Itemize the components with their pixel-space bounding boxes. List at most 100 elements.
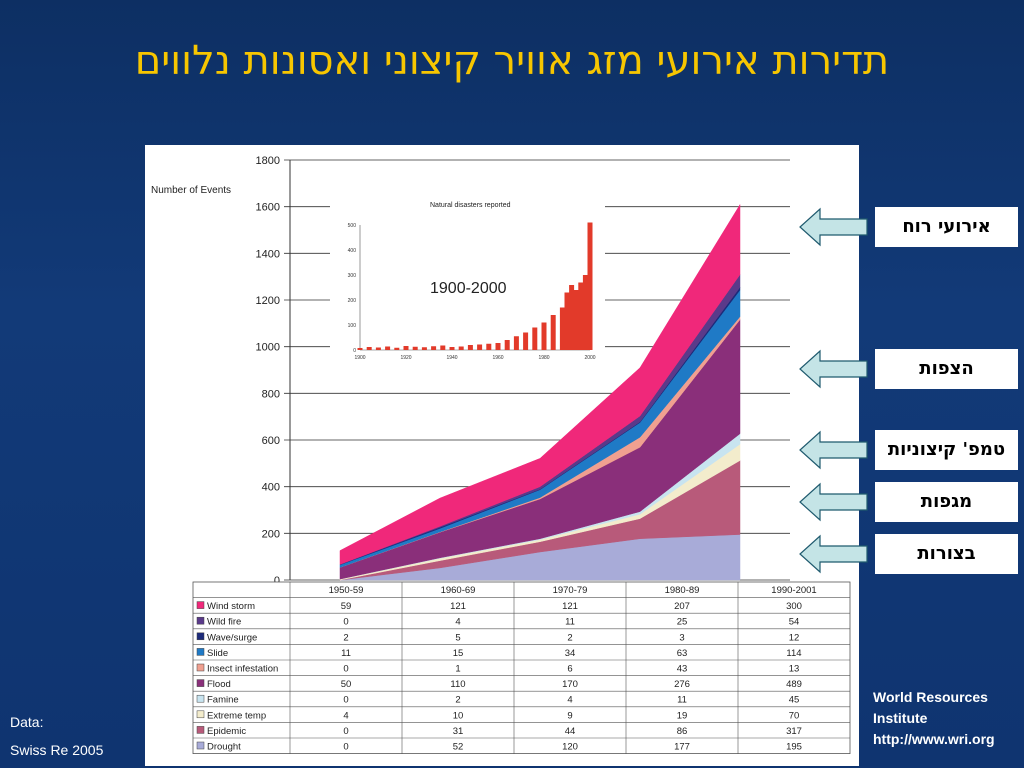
inset-x-tick-label: 2000 [584, 355, 595, 361]
inset-bar [513, 336, 519, 350]
table-cell: 120 [562, 742, 578, 753]
inset-bar [385, 346, 391, 350]
source-line-1: World Resources [873, 689, 988, 705]
y-tick-label: 1600 [256, 202, 280, 214]
table-cell: 4 [567, 695, 572, 706]
y-tick-label: 1800 [256, 155, 280, 167]
y-tick-label: 200 [262, 528, 280, 540]
inset-bar [431, 346, 437, 350]
table-cell: 195 [786, 742, 802, 753]
source-line-2: Institute [873, 710, 928, 726]
x-tick-label: 1980-89 [665, 585, 700, 596]
y-tick-label: 1000 [256, 342, 280, 354]
inset-bar [403, 346, 409, 350]
inset-bar [541, 322, 547, 350]
data-note: Data: Swiss Re 2005 [10, 708, 103, 764]
table-row-label: Wild fire [207, 617, 241, 628]
inset-y-tick-label: 200 [348, 298, 357, 304]
table-cell: 19 [677, 710, 688, 721]
table-cell: 3 [679, 632, 684, 643]
table-cell: 34 [565, 648, 576, 659]
legend-swatch [196, 741, 205, 750]
inset-x-tick-label: 1920 [400, 355, 411, 361]
x-tick-label: 1960-69 [441, 585, 476, 596]
table-cell: 31 [453, 726, 464, 737]
callout-label: אירועי רוח [875, 207, 1018, 247]
legend-swatch [196, 648, 205, 656]
table-row-label: Wind storm [207, 601, 255, 612]
table-cell: 11 [341, 648, 351, 659]
slide-title: תדירות אירועי מזג אוויר קיצוני ואסונות נ… [134, 38, 890, 84]
legend-swatch [196, 679, 205, 687]
inset-bar [394, 347, 400, 350]
inset-bar [504, 340, 510, 350]
callout-label: טמפ' קיצוניות [875, 430, 1018, 470]
inset-bar [458, 346, 464, 350]
table-cell: 489 [786, 679, 802, 690]
inset-annotation: 1900-2000 [430, 280, 507, 297]
inset-chart-title: Natural disasters reported [430, 202, 511, 209]
table-cell: 317 [786, 726, 802, 737]
table-cell: 11 [565, 617, 575, 628]
inset-y-tick-label: 400 [348, 248, 357, 254]
table-cell: 43 [677, 664, 688, 675]
inset-bar [564, 292, 570, 350]
inset-bar [440, 345, 446, 350]
legend-swatch [196, 694, 205, 703]
legend-swatch [196, 726, 205, 734]
callout-label: בצורות [875, 534, 1018, 574]
x-tick-label: 1950-59 [329, 585, 364, 596]
table-cell: 0 [343, 695, 348, 706]
inset-bar [523, 332, 529, 350]
data-note-source: Swiss Re 2005 [10, 742, 104, 758]
table-cell: 2 [567, 632, 572, 643]
table-cell: 114 [786, 648, 801, 659]
x-tick-label: 1970-79 [553, 585, 588, 596]
data-table [192, 581, 851, 755]
table-cell: 10 [453, 710, 464, 721]
data-note-label: Data: [10, 714, 44, 730]
table-row-label: Drought [207, 742, 241, 753]
table-cell: 59 [341, 601, 352, 612]
y-tick-label: 600 [262, 435, 280, 447]
table-cell: 207 [674, 601, 690, 612]
table-cell: 2 [455, 695, 460, 706]
x-tick-label: 1990-2001 [771, 585, 816, 596]
inset-x-tick-label: 1960 [492, 355, 503, 361]
callout-label: הצפות [875, 349, 1018, 389]
inset-x-tick-label: 1980 [538, 355, 549, 361]
inset-bar [578, 282, 584, 350]
inset-bar [375, 347, 381, 350]
inset-bar [449, 347, 455, 350]
y-tick-label: 1400 [256, 248, 280, 260]
table-cell: 0 [343, 664, 348, 675]
table-cell: 15 [453, 648, 464, 659]
inset-y-tick-label: 0 [353, 348, 356, 354]
table-row-label: Extreme temp [207, 710, 266, 721]
inset-bar [477, 344, 483, 350]
legend-swatch [196, 601, 205, 609]
inset-bar [532, 327, 538, 350]
table-cell: 9 [567, 710, 572, 721]
table-cell: 110 [450, 679, 465, 690]
inset-chart-bg [330, 190, 605, 365]
table-row-label: Epidemic [207, 726, 246, 737]
table-cell: 4 [455, 617, 460, 628]
inset-bar [559, 307, 565, 350]
table-cell: 63 [677, 648, 688, 659]
table-cell: 25 [677, 617, 688, 628]
inset-bar [587, 222, 593, 350]
legend-swatch [196, 616, 205, 625]
table-cell: 11 [677, 695, 687, 706]
y-tick-label: 1200 [256, 295, 280, 307]
table-row-label: Wave/surge [207, 632, 257, 643]
table-cell: 276 [674, 679, 690, 690]
table-cell: 4 [343, 710, 348, 721]
table-cell: 54 [789, 617, 800, 628]
y-tick-label: 400 [262, 482, 280, 494]
inset-bar [421, 347, 427, 350]
legend-swatch [196, 710, 205, 719]
inset-bar [357, 348, 363, 350]
inset-bar [366, 347, 372, 350]
inset-y-tick-label: 300 [348, 273, 357, 279]
